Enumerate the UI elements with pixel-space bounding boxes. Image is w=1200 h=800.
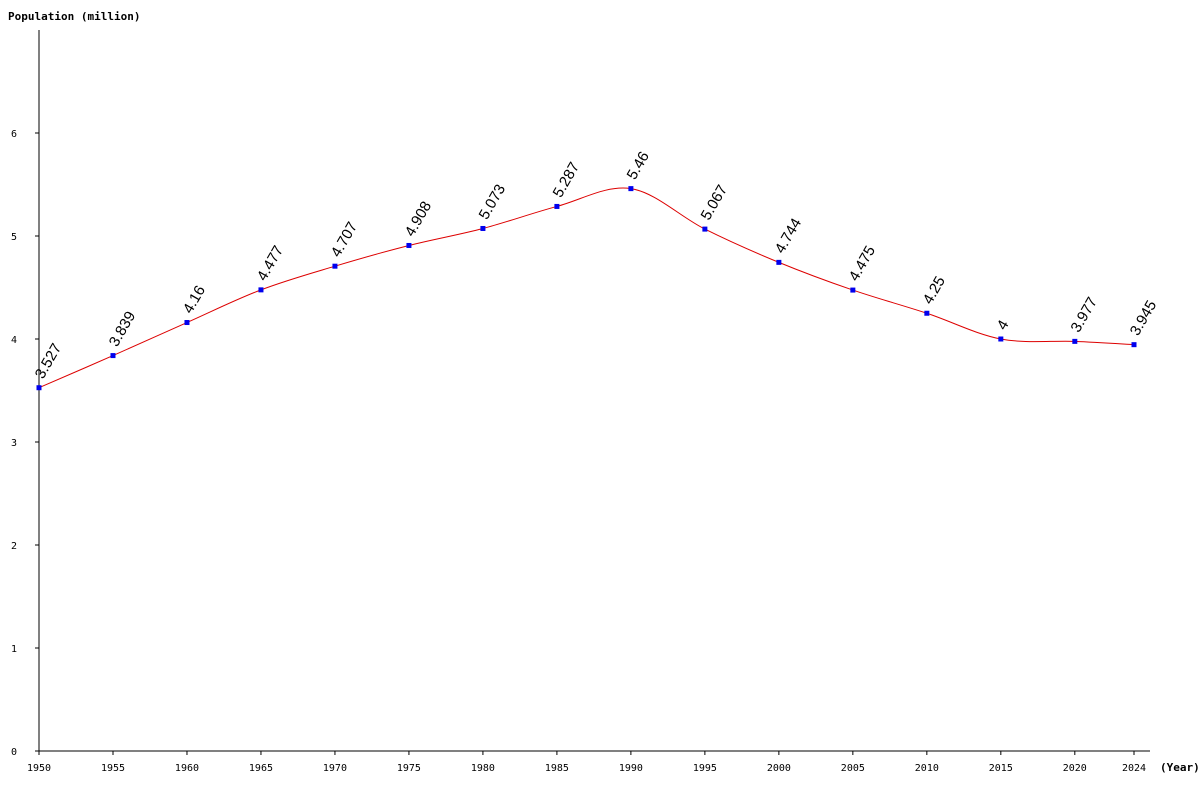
data-point-marker — [554, 203, 560, 209]
data-label: 4.25 — [920, 273, 949, 307]
data-point-markers — [36, 186, 1137, 391]
data-label: 5.46 — [624, 149, 653, 183]
data-point-marker — [1131, 342, 1137, 348]
data-point-marker — [480, 225, 486, 231]
x-tick-label: 2015 — [989, 763, 1013, 774]
data-point-marker — [998, 336, 1004, 342]
x-tick-label: 1970 — [323, 763, 347, 774]
data-label: 3.839 — [106, 309, 139, 350]
x-tick-label: 1975 — [397, 763, 421, 774]
y-tick-label: 0 — [11, 747, 17, 758]
data-point-marker — [924, 310, 930, 316]
data-label: 4.908 — [402, 198, 435, 239]
x-tick-label: 2000 — [767, 763, 791, 774]
y-tick-label: 6 — [11, 129, 17, 140]
y-tick-label: 1 — [11, 644, 17, 655]
data-point-marker — [110, 353, 116, 359]
x-tick-label: 1955 — [101, 763, 125, 774]
data-label: 3.945 — [1127, 298, 1160, 339]
data-point-marker — [36, 385, 42, 391]
y-axis-title: Population (million) — [8, 10, 140, 23]
population-series-line — [38, 187, 1135, 389]
x-tick-label: 1960 — [175, 763, 199, 774]
data-point-marker — [850, 287, 856, 293]
y-axis-ticks: 0 1 2 3 4 5 6 — [11, 129, 39, 758]
data-label: 3.977 — [1068, 294, 1101, 335]
x-tick-label: 2024 — [1122, 763, 1146, 774]
x-tick-label: 2020 — [1063, 763, 1087, 774]
x-tick-label: 1995 — [693, 763, 717, 774]
data-label: 4 — [994, 317, 1013, 333]
data-point-marker — [184, 320, 190, 326]
y-tick-label: 2 — [11, 541, 17, 552]
x-tick-label: 2005 — [841, 763, 865, 774]
data-point-marker — [1072, 338, 1078, 344]
x-tick-label: 1980 — [471, 763, 495, 774]
y-tick-label: 3 — [11, 438, 17, 449]
y-tick-label: 5 — [11, 232, 17, 243]
data-label: 4.744 — [772, 215, 805, 256]
data-label: 5.073 — [476, 181, 509, 222]
x-tick-label: 1950 — [27, 763, 51, 774]
x-tick-label: 1965 — [249, 763, 273, 774]
data-label: 4.707 — [328, 219, 361, 260]
x-tick-label: 2010 — [915, 763, 939, 774]
data-label: 4.477 — [254, 243, 287, 284]
y-tick-label: 4 — [11, 335, 17, 346]
data-point-marker — [406, 242, 412, 248]
data-point-marker — [332, 263, 338, 269]
x-axis-ticks: 1950 1955 1960 1965 1970 1975 1980 1985 1990 1995… — [27, 751, 1146, 774]
data-label: 3.527 — [32, 341, 65, 382]
data-point-marker — [628, 186, 634, 192]
data-point-marker — [702, 226, 708, 232]
data-point-marker — [258, 287, 264, 293]
data-label: 5.287 — [550, 159, 583, 200]
data-label: 4.475 — [846, 243, 879, 284]
x-tick-label: 1990 — [619, 763, 643, 774]
data-label: 5.067 — [698, 182, 731, 223]
data-label: 4.16 — [180, 283, 209, 317]
data-point-marker — [776, 259, 782, 265]
x-tick-label: 1985 — [545, 763, 569, 774]
x-axis-title: (Year) — [1160, 761, 1200, 774]
data-point-labels: 3.527 3.839 4.16 4.477 4.707 4.908 5.073 5.287 5… — [32, 149, 1160, 382]
